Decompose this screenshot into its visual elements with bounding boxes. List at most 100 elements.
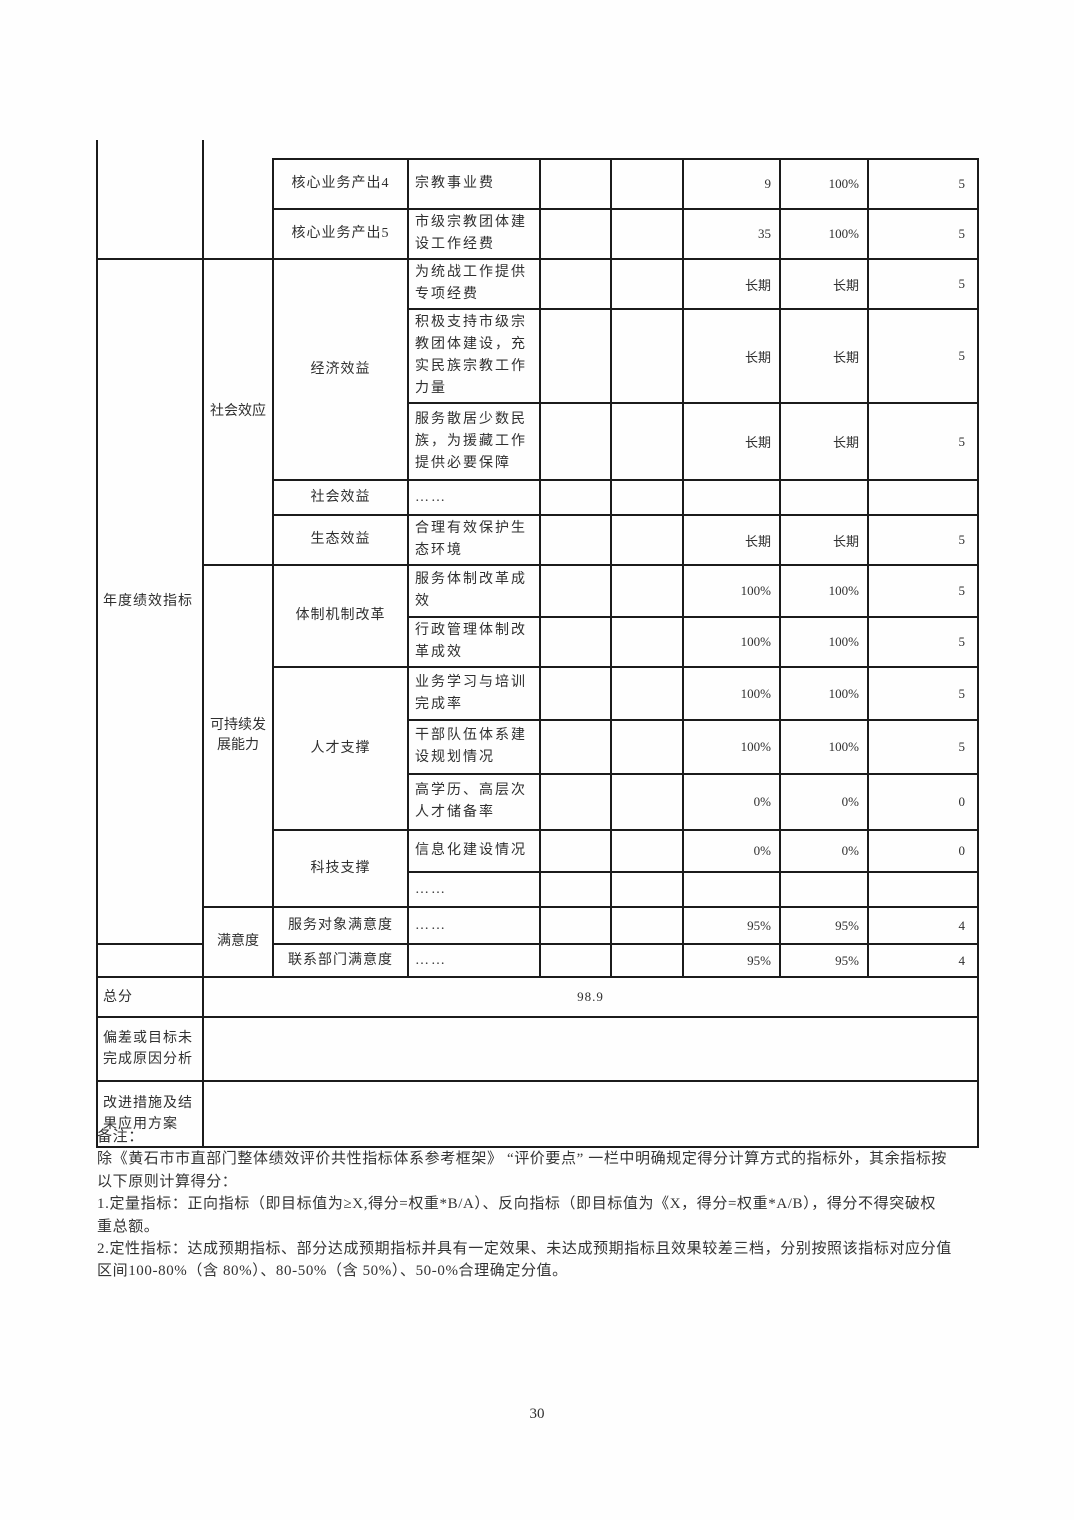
improvement-plan-row: 改进措施及结果应用方案 — [96, 1080, 979, 1148]
cell-blank1 — [539, 829, 612, 873]
cell-value1: 100% — [682, 719, 781, 775]
cell-category3: 社会效益 — [272, 479, 409, 516]
cell-blank-level2 — [202, 159, 274, 260]
cell-value1: 0% — [682, 773, 781, 831]
cell-blank1 — [539, 943, 612, 978]
cell-indicator: …… — [407, 943, 541, 978]
cell-deviation-label: 偏差或目标未完成原因分析 — [96, 1016, 204, 1082]
cell-value2: 100% — [779, 666, 869, 721]
cell-indicator: …… — [407, 479, 541, 516]
cell-value2: 95% — [779, 906, 869, 945]
table-row: 社会效益 …… — [97, 479, 979, 516]
cell-blank2 — [610, 666, 684, 721]
cell-indicator: 宗教事业费 — [407, 158, 541, 210]
cell-value2: 100% — [779, 616, 869, 668]
cell-value1: 100% — [682, 564, 781, 618]
cell-value1: 0% — [682, 829, 781, 873]
cell-blank1 — [539, 258, 612, 310]
cell-value1: 35 — [682, 208, 781, 260]
cell-score: 5 — [867, 208, 979, 260]
cell-blank1 — [539, 402, 612, 481]
table-row: 高学历、高层次人才储备率 0% 0% 0 — [97, 773, 979, 831]
table-row: 干部队伍体系建设规划情况 100% 100% 5 — [97, 719, 979, 775]
table-row: 积极支持市级宗教团体建设，充实民族宗教工作力量 长期 长期 5 — [97, 308, 979, 404]
cell-blank1 — [539, 514, 612, 566]
cell-blank2 — [610, 402, 684, 481]
cell-value1: 95% — [682, 943, 781, 978]
note-line: 2.定性指标：达成预期指标、部分达成预期指标并具有一定效果、未达成预期指标且效果… — [97, 1240, 952, 1257]
cell-blank-level1 — [96, 943, 204, 978]
cell-indicator: 积极支持市级宗教团体建设，充实民族宗教工作力量 — [407, 308, 541, 404]
cell-value2 — [779, 479, 869, 516]
note-line: 重总额。 — [97, 1218, 160, 1235]
cell-improvement-value — [202, 1080, 979, 1148]
cell-category3: 科技支撑 — [272, 829, 409, 908]
cell-score: 4 — [867, 906, 979, 945]
cell-score: 4 — [867, 943, 979, 978]
cell-score: 5 — [867, 564, 979, 618]
cell-blank2 — [610, 719, 684, 775]
cell-blank2 — [610, 208, 684, 260]
cell-score: 5 — [867, 158, 979, 210]
cell-blank1 — [539, 564, 612, 618]
cell-indicator: 服务体制改革成效 — [407, 564, 541, 618]
cell-blank1 — [539, 479, 612, 516]
cell-blank2 — [610, 564, 684, 618]
cell-indicator: 服务散居少数民族，为援藏工作提供必要保障 — [407, 402, 541, 481]
table-row: 生态效益 合理有效保护生态环境 长期 长期 5 — [97, 514, 979, 566]
cell-blank2 — [610, 258, 684, 310]
note-heading: 备注： — [97, 1129, 144, 1145]
table-row: 核心业务产出5 市级宗教团体建设工作经费 35 100% 5 — [97, 208, 979, 260]
cell-value1 — [682, 871, 781, 908]
cell-value2: 长期 — [779, 308, 869, 404]
cell-blank2 — [610, 514, 684, 566]
cell-indicator: 干部队伍体系建设规划情况 — [407, 719, 541, 775]
cell-value1: 长期 — [682, 402, 781, 481]
cell-category3: 经济效益 — [272, 258, 409, 481]
cell-indicator: 高学历、高层次人才储备率 — [407, 773, 541, 831]
cell-blank1 — [539, 208, 612, 260]
page-number: 30 — [529, 1406, 545, 1422]
note-line: 以下原则计算得分： — [97, 1173, 238, 1190]
cell-deviation-value — [202, 1016, 979, 1082]
cell-annual-indicators-label: 年度绩效指标 — [96, 258, 204, 945]
cell-score: 5 — [867, 308, 979, 404]
table-border-stub-left — [96, 140, 98, 160]
cell-blank1 — [539, 308, 612, 404]
cell-blank2 — [610, 906, 684, 945]
cell-value2: 长期 — [779, 258, 869, 310]
cell-blank2 — [610, 479, 684, 516]
cell-blank1 — [539, 666, 612, 721]
cell-blank2 — [610, 616, 684, 668]
table-row: 联系部门满意度 …… 95% 95% 4 — [96, 943, 979, 978]
note-line: 区间100-80%（含 80%）、80-50%（含 50%）、50-0%合理确定… — [97, 1263, 568, 1280]
cell-category3: 人才支撑 — [272, 666, 409, 831]
cell-value1: 长期 — [682, 308, 781, 404]
cell-category3: 生态效益 — [272, 514, 409, 566]
table-row: 服务散居少数民族，为援藏工作提供必要保障 长期 长期 5 — [97, 402, 979, 481]
note-line: 除《黄石市市直部门整体绩效评价共性指标体系参考框架》 “评价要点” 一栏中明确规… — [97, 1151, 948, 1168]
cell-indicator: 行政管理体制改革成效 — [407, 616, 541, 668]
table-row: 行政管理体制改革成效 100% 100% 5 — [97, 616, 979, 668]
cell-value2: 100% — [779, 719, 869, 775]
table-row: 人才支撑 业务学习与培训完成率 100% 100% 5 — [97, 666, 979, 831]
cell-blank2 — [610, 773, 684, 831]
cell-blank1 — [539, 616, 612, 668]
cell-category3: 核心业务产出4 — [272, 158, 409, 210]
deviation-analysis-row: 偏差或目标未完成原因分析 — [96, 1016, 979, 1082]
cell-blank2 — [610, 308, 684, 404]
performance-indicator-table: 核心业务产出4 宗教事业费 9 100% 5 核心业务产出5 市级宗教团体建设工… — [96, 158, 979, 1148]
notes-block: 备注： 除《黄石市市直部门整体绩效评价共性指标体系参考框架》 “评价要点” 一栏… — [97, 1126, 1017, 1283]
cell-blank2 — [610, 871, 684, 908]
table-row: 满意度 服务对象满意度 …… 95% 95% 4 — [97, 906, 979, 978]
cell-value2 — [779, 871, 869, 908]
cell-blank1 — [539, 773, 612, 831]
cell-value2: 95% — [779, 943, 869, 978]
cell-blank2 — [610, 158, 684, 210]
note-line: 1.定量指标：正向指标（即目标值为≥X,得分=权重*B/A）、反向指标（即目标值… — [97, 1196, 937, 1213]
cell-blank1 — [539, 719, 612, 775]
cell-value1: 100% — [682, 666, 781, 721]
cell-indicator: 为统战工作提供专项经费 — [407, 258, 541, 310]
cell-category3: 联系部门满意度 — [272, 943, 409, 978]
cell-score: 5 — [867, 514, 979, 566]
